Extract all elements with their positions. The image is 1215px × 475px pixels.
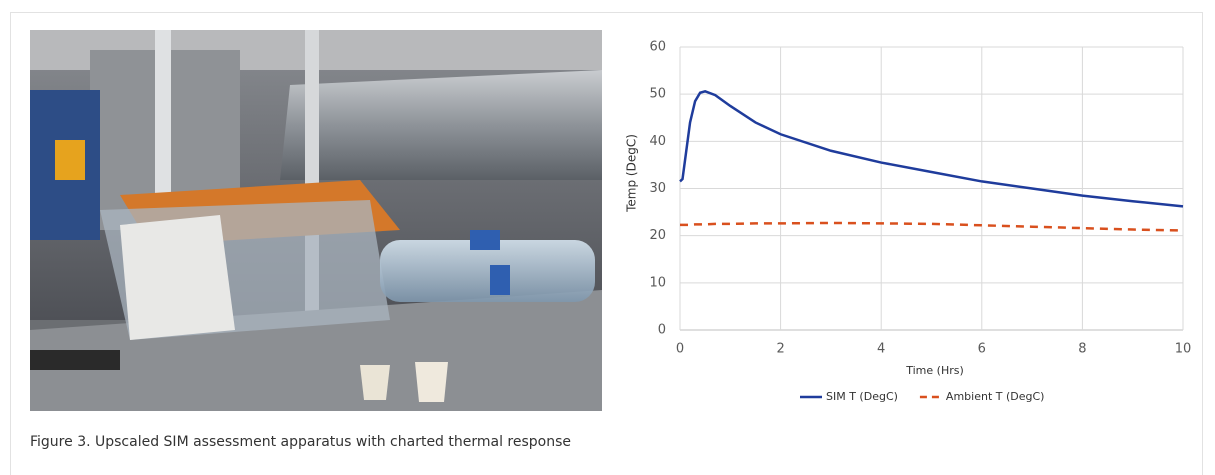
data-line [680, 221, 1184, 232]
x-tick-label: 10 [1175, 342, 1192, 357]
chart: Temp (DegC) Time (Hrs) 0 10 20 30 40 50 60 0 2 4 6… [625, 40, 1192, 404]
y-tick-label: 60 [649, 40, 666, 55]
x-tick-label: 0 [676, 342, 684, 357]
x-axis-label: Time (Hrs) [905, 364, 964, 377]
x-tick-label: 6 [978, 342, 986, 357]
photo [30, 30, 602, 411]
legend-label: SIM T (DegC) [826, 390, 898, 403]
caption: Figure 3. Upscaled SIM assessment appara… [30, 434, 572, 450]
y-tick-label: 10 [649, 275, 666, 290]
figure-frame [10, 12, 1203, 475]
y-tick-label: 30 [649, 181, 666, 196]
y-tick-label: 20 [649, 228, 666, 243]
legend-label: Ambient T (DegC) [946, 390, 1045, 403]
y-tick-label: 40 [649, 134, 666, 149]
y-axis-label: Temp (DegC) [625, 134, 639, 213]
data-line [679, 90, 1184, 208]
y-tick-label: 50 [649, 87, 666, 102]
y-tick-label: 0 [658, 323, 666, 338]
x-tick-label: 4 [877, 342, 885, 357]
x-tick-label: 2 [776, 342, 784, 357]
x-tick-label: 8 [1078, 342, 1086, 357]
